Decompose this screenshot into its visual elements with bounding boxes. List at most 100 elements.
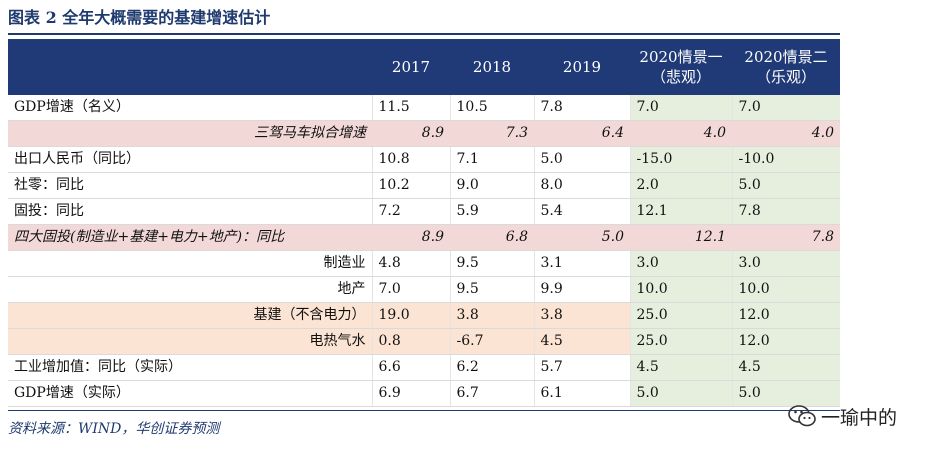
table-row: 地产 7.0 9.5 9.9 10.0 10.0 (8, 276, 840, 303)
cell-value: 9.0 (449, 172, 534, 199)
table-row-highlight: 三驾马车拟合增速 8.9 7.3 6.4 4.0 4.0 (8, 120, 840, 147)
row-label: 社零：同比 (8, 172, 372, 199)
watermark-text: 一瑜中的 (821, 406, 898, 429)
header-2020-scenario-2: 2020情景二 （乐观） (732, 39, 840, 95)
table-row: 制造业 4.8 9.5 3.1 3.0 3.0 (8, 250, 840, 277)
header-2018: 2018 (450, 39, 534, 95)
cell-value: 8.9 (372, 120, 450, 147)
cell-value: 6.6 (371, 354, 450, 381)
cell-value: -6.7 (449, 328, 534, 355)
cell-value: 4.5 (533, 328, 630, 355)
cell-value: 9.5 (449, 276, 534, 303)
cell-value: 5.9 (449, 198, 534, 225)
row-label: 三驾马车拟合增速 (8, 120, 372, 147)
cell-value: 12.0 (731, 328, 840, 355)
header-blank (8, 39, 372, 95)
cell-value: 11.5 (371, 95, 450, 121)
cell-value: 7.8 (731, 198, 840, 225)
table-title: 图表 2 全年大概需要的基建增速估计 (8, 8, 271, 27)
cell-value: 5.7 (533, 354, 630, 381)
row-label: 电热气水 (8, 328, 372, 355)
cell-value: 7.0 (731, 95, 840, 121)
cell-value: 7.8 (732, 224, 840, 251)
cell-value: -15.0 (629, 146, 732, 173)
table-row: GDP增速（实际） 6.9 6.7 6.1 5.0 5.0 (8, 380, 840, 407)
cell-value: 12.1 (630, 224, 732, 251)
table-header-row: 2017 2018 2019 2020情景一 （悲观） 2020情景二 （乐观） (8, 39, 840, 95)
cell-value: 4.8 (371, 250, 450, 277)
cell-value: 5.0 (533, 146, 630, 173)
cell-value: 10.0 (731, 276, 840, 303)
row-label: 出口人民币（同比） (8, 146, 372, 173)
table-row-highlight: 基建（不含电力） 19.0 3.8 3.8 25.0 12.0 (8, 302, 840, 329)
row-label: 固投：同比 (8, 198, 372, 225)
cell-value: 9.9 (533, 276, 630, 303)
cell-value: 12.1 (629, 198, 732, 225)
row-label: GDP增速（实际） (8, 380, 372, 407)
cell-value: 3.8 (533, 302, 630, 329)
table-row-highlight: 电热气水 0.8 -6.7 4.5 25.0 12.0 (8, 328, 840, 355)
cell-value: 6.1 (533, 380, 630, 407)
row-label: 四大固投(制造业+基建+电力+地产)：同比 (8, 224, 372, 251)
cell-value: 0.8 (371, 328, 450, 355)
cell-value: 7.0 (371, 276, 450, 303)
header-2020-scenario-2-text: 2020情景二 （乐观） (744, 48, 828, 86)
table-row-highlight: 四大固投(制造业+基建+电力+地产)：同比 8.9 6.8 5.0 12.1 7… (8, 224, 840, 251)
cell-value: 6.9 (371, 380, 450, 407)
cell-value: 7.0 (629, 95, 732, 121)
header-2019: 2019 (534, 39, 630, 95)
cell-value: 8.9 (372, 224, 450, 251)
table-row: 固投：同比 7.2 5.9 5.4 12.1 7.8 (8, 198, 840, 225)
cell-value: 10.0 (629, 276, 732, 303)
cell-value: 2.0 (629, 172, 732, 199)
row-label: 地产 (8, 276, 372, 303)
cell-value: 5.4 (533, 198, 630, 225)
table-row: 社零：同比 10.2 9.0 8.0 2.0 5.0 (8, 172, 840, 199)
header-2020-scenario-1-text: 2020情景一 （悲观） (639, 48, 723, 86)
table-row: 工业增加值：同比（实际） 6.6 6.2 5.7 4.5 4.5 (8, 354, 840, 381)
cell-value: 9.5 (449, 250, 534, 277)
growth-estimate-table: 2017 2018 2019 2020情景一 （悲观） 2020情景二 （乐观）… (8, 39, 840, 407)
cell-value: 25.0 (629, 302, 732, 329)
cell-value: 6.8 (450, 224, 534, 251)
cell-value: 8.0 (533, 172, 630, 199)
cell-value: 10.8 (371, 146, 450, 173)
cell-value: 6.7 (449, 380, 534, 407)
cell-value: 3.1 (533, 250, 630, 277)
cell-value: 5.0 (629, 380, 732, 407)
cell-value: 5.0 (731, 172, 840, 199)
cell-value: -10.0 (731, 146, 840, 173)
cell-value: 4.0 (732, 120, 840, 147)
watermark: 一瑜中的 (787, 398, 897, 434)
cell-value: 25.0 (629, 328, 732, 355)
cell-value: 3.8 (449, 302, 534, 329)
header-2017: 2017 (372, 39, 450, 95)
cell-value: 4.5 (629, 354, 732, 381)
footer-divider (8, 410, 840, 411)
row-label: 基建（不含电力） (8, 302, 372, 329)
cell-value: 4.5 (731, 354, 840, 381)
cell-value: 7.2 (371, 198, 450, 225)
cell-value: 7.8 (533, 95, 630, 121)
cell-value: 10.2 (371, 172, 450, 199)
wechat-icon (788, 405, 816, 427)
cell-value: 7.3 (450, 120, 534, 147)
row-label: GDP增速（名义） (8, 95, 372, 121)
cell-value: 3.0 (629, 250, 732, 277)
table-row: 出口人民币（同比） 10.8 7.1 5.0 -15.0 -10.0 (8, 146, 840, 173)
cell-value: 7.1 (449, 146, 534, 173)
cell-value: 6.2 (449, 354, 534, 381)
cell-value: 6.4 (534, 120, 630, 147)
source-note: 资料来源：WIND，华创证券预测 (8, 421, 220, 437)
cell-value: 19.0 (371, 302, 450, 329)
cell-value: 5.0 (534, 224, 630, 251)
cell-value: 5.0 (731, 380, 840, 407)
row-label: 制造业 (8, 250, 372, 277)
cell-value: 10.5 (449, 95, 534, 121)
header-2020-scenario-1: 2020情景一 （悲观） (630, 39, 732, 95)
cell-value: 12.0 (731, 302, 840, 329)
cell-value: 4.0 (630, 120, 732, 147)
cell-value: 3.0 (731, 250, 840, 277)
table-row: GDP增速（名义） 11.5 10.5 7.8 7.0 7.0 (8, 95, 840, 121)
row-label: 工业增加值：同比（实际） (8, 354, 372, 381)
